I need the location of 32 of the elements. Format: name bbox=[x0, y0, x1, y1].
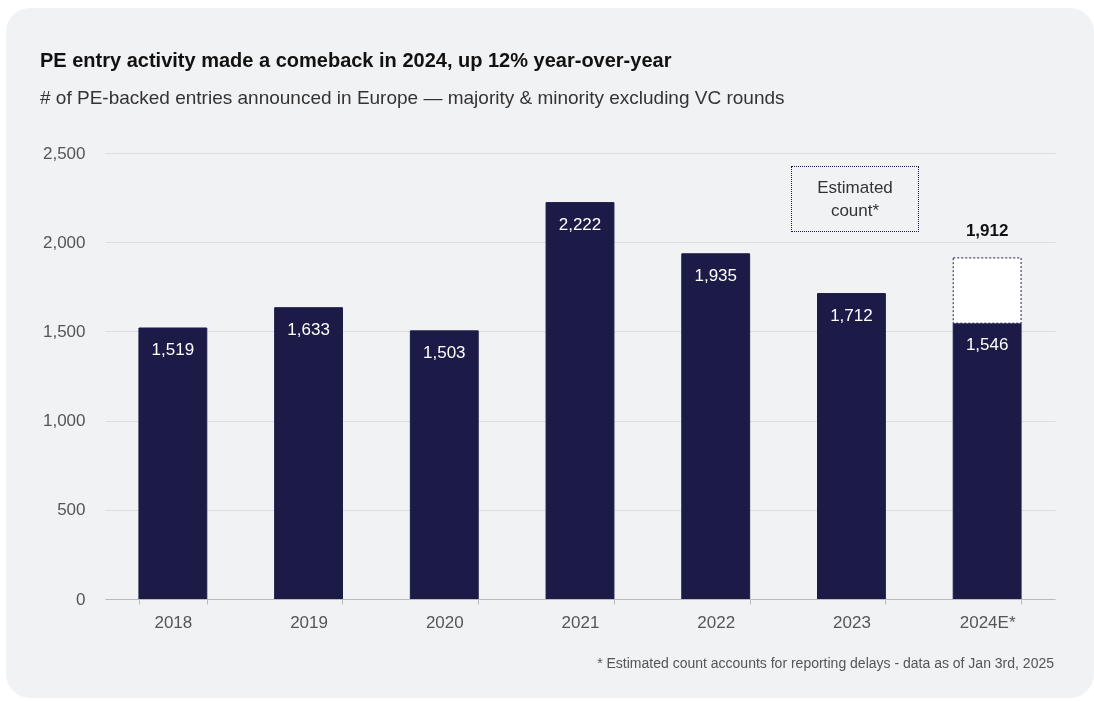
data-label: 1,712 bbox=[830, 305, 873, 325]
bar bbox=[817, 293, 886, 600]
x-tick-label: 2019 bbox=[290, 612, 328, 632]
data-label: 2,222 bbox=[558, 214, 602, 234]
dotted-frame: Estimated count* bbox=[791, 166, 919, 232]
y-tick-label: 1,500 bbox=[42, 321, 86, 341]
x-tick-label: 2023 bbox=[833, 612, 871, 632]
chart-title: PE entry activity made a comeback in 2024, up 12% year-over-year bbox=[40, 49, 672, 71]
total-label: 1,912 bbox=[965, 220, 1009, 240]
annotation: Estimated count* bbox=[817, 178, 893, 220]
bar bbox=[409, 330, 479, 600]
data-label: 1,546 bbox=[965, 335, 1009, 355]
data-label: 1,503 bbox=[423, 342, 466, 362]
x-tick-label: 2021 bbox=[561, 612, 600, 632]
bar bbox=[545, 202, 615, 600]
data-label: 1,633 bbox=[287, 319, 330, 339]
y-tick-label: 2,500 bbox=[42, 143, 86, 163]
bar bbox=[138, 327, 208, 600]
bar bbox=[681, 253, 751, 600]
x-tick-label: 2024E* bbox=[959, 612, 1016, 632]
bar bbox=[274, 307, 343, 600]
data-label: 1,935 bbox=[694, 265, 737, 285]
x-tick-label: 2018 bbox=[154, 612, 193, 632]
y-tick-label: 500 bbox=[57, 500, 86, 520]
text: * Estimated count accounts for reporting delays - data as of Jan 3rd, 2025 bbox=[597, 655, 1054, 671]
y-tick-label: 2,000 bbox=[42, 232, 86, 252]
y-tick-label: 1,000 bbox=[42, 411, 86, 431]
data-label: 1,519 bbox=[151, 340, 195, 360]
y-tick-label: 0 bbox=[76, 589, 86, 609]
chart-subtitle: # of PE-backed entries announced in Europe — majority & minority excluding VC rounds bbox=[40, 87, 785, 108]
x-tick-label: 2020 bbox=[425, 612, 464, 632]
x-tick-label: 2022 bbox=[697, 612, 736, 632]
